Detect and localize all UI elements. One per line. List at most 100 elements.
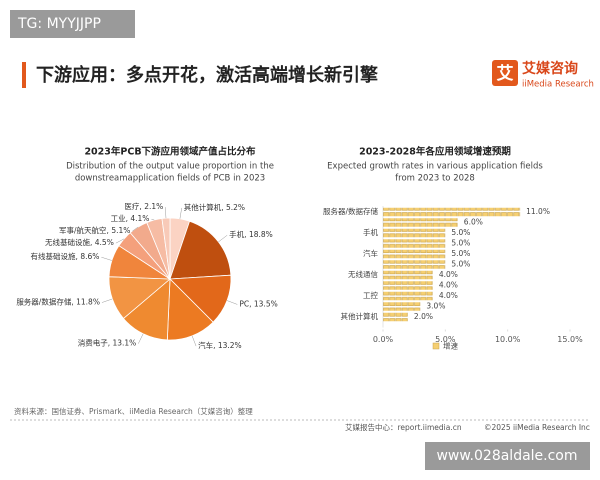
value-label: 4.0% xyxy=(439,291,458,300)
slice-label: 消费电子, 13.1% xyxy=(78,338,137,348)
slice-label: 军事/航天航空, 5.1% xyxy=(59,225,130,235)
leader-line xyxy=(151,218,155,221)
leader-line xyxy=(179,207,182,219)
y-tick-label: 工控 xyxy=(363,290,378,300)
value-label: 5.0% xyxy=(451,228,470,237)
label-part: 13.5% xyxy=(254,299,278,308)
value-label: 4.0% xyxy=(439,281,458,290)
source-note: 资料来源：国信证券、Prismark、iiMedia Research（艾媒咨询… xyxy=(14,406,253,416)
chart-title: 2023-2028年各应用领域增速预期 xyxy=(359,146,511,158)
bar xyxy=(383,281,433,290)
value-label: 3.0% xyxy=(426,302,445,311)
label-part: , xyxy=(244,230,249,239)
y-tick-label: 手机 xyxy=(363,227,378,237)
value-label: 6.0% xyxy=(464,218,483,227)
leader-line xyxy=(101,298,113,303)
leader-line xyxy=(218,235,228,243)
leader-line xyxy=(138,333,144,344)
label-part: 2.1% xyxy=(144,202,163,211)
label-part: 13.2% xyxy=(218,341,242,350)
label-part: 军事/航天航空 xyxy=(59,225,107,235)
watermark-bottom: www.028aldale.com xyxy=(436,448,577,464)
label-part: , xyxy=(90,238,95,247)
leader-line xyxy=(191,335,197,347)
label-part: 无线基础设施 xyxy=(45,237,90,247)
label-part: 手机 xyxy=(229,229,244,239)
legend-swatch xyxy=(432,342,440,350)
report-center: 艾媒报告中心：report.iimedia.cn xyxy=(345,422,462,432)
x-tick-label: 5.0% xyxy=(435,335,456,344)
chart-subtitle: from 2023 to 2028 xyxy=(395,174,475,184)
charts: 2023年PCB下游应用领域产值占比分布 Distribution of the … xyxy=(16,146,583,351)
legend-label: 增速 xyxy=(443,341,458,351)
x-tick-label: 0.0% xyxy=(373,335,394,344)
label-part: , xyxy=(221,203,226,212)
value-label: 5.0% xyxy=(451,239,470,248)
watermark-top: TG: MYYJJPP xyxy=(17,16,101,32)
logo-sub: iiMedia Research xyxy=(522,80,594,90)
value-label: 2.0% xyxy=(414,312,433,321)
label-part: , xyxy=(108,339,113,348)
value-label: 11.0% xyxy=(526,207,550,216)
label-part: 8.6% xyxy=(80,252,99,261)
leader-line xyxy=(226,300,238,305)
label-part: , xyxy=(76,252,81,261)
leader-line xyxy=(132,226,139,232)
value-label: 4.0% xyxy=(439,270,458,279)
slice-label: PC, 13.5% xyxy=(239,299,277,308)
leader-line xyxy=(101,256,112,261)
y-tick-label: 其他计算机 xyxy=(341,311,379,321)
y-tick-label: 无线通信 xyxy=(348,269,378,279)
label-part: PC xyxy=(239,299,249,308)
bar xyxy=(383,218,458,227)
chart-title: 2023年PCB下游应用领域产值占比分布 xyxy=(84,146,256,158)
title-accent xyxy=(22,62,26,88)
page-title: 下游应用：多点开花，激活高端增长新引擎 xyxy=(36,64,378,86)
copyright: ©2025 iiMedia Research Inc xyxy=(484,423,590,432)
bar xyxy=(383,239,446,248)
logo-box xyxy=(492,60,518,86)
slice-label: 其他计算机, 5.2% xyxy=(184,202,245,212)
x-tick-label: 15.0% xyxy=(557,335,583,344)
bar xyxy=(383,260,446,269)
bar xyxy=(383,302,421,311)
value-label: 5.0% xyxy=(451,249,470,258)
label-part: 其他计算机 xyxy=(184,202,222,212)
label-part: 有线基础设施 xyxy=(31,251,76,261)
label-part: 服务器/数据存储 xyxy=(16,297,72,307)
label-part: , xyxy=(107,226,112,235)
label-part: 13.1% xyxy=(112,339,136,348)
label-part: , xyxy=(126,214,131,223)
bar xyxy=(383,312,408,322)
bar xyxy=(383,228,446,238)
leader-line xyxy=(165,207,167,219)
slice-label: 手机, 18.8% xyxy=(229,229,273,239)
bar xyxy=(383,249,446,259)
label-part: 汽车 xyxy=(198,340,213,350)
chart-subtitle: Expected growth rates in various applica… xyxy=(327,162,543,172)
slice-label: 汽车, 13.2% xyxy=(198,340,242,350)
leader-line xyxy=(115,238,125,244)
label-part: 医疗 xyxy=(124,201,139,211)
slice-label: 服务器/数据存储, 11.8% xyxy=(16,297,100,307)
label-part: 5.2% xyxy=(226,203,245,212)
label-part: 18.8% xyxy=(249,230,273,239)
slice-label: 有线基础设施, 8.6% xyxy=(31,251,100,261)
label-part: 5.1% xyxy=(111,226,130,235)
chart-subtitle: downstreamapplication fields of PCB in 2… xyxy=(75,174,265,184)
watermark-box xyxy=(425,442,590,470)
label-part: , xyxy=(249,299,254,308)
bar xyxy=(383,207,521,217)
logo-name: 艾媒咨询 xyxy=(522,60,578,77)
logo-mark: 艾 xyxy=(497,63,514,84)
watermark-box xyxy=(10,10,135,38)
bar xyxy=(383,291,433,301)
bar xyxy=(383,270,433,280)
label-part: 11.8% xyxy=(76,298,100,307)
label-part: , xyxy=(71,298,76,307)
label-part: 4.1% xyxy=(130,214,149,223)
label-part: 消费电子 xyxy=(78,338,108,348)
slice-label: 工业, 4.1% xyxy=(111,213,150,223)
label-part: , xyxy=(139,202,144,211)
